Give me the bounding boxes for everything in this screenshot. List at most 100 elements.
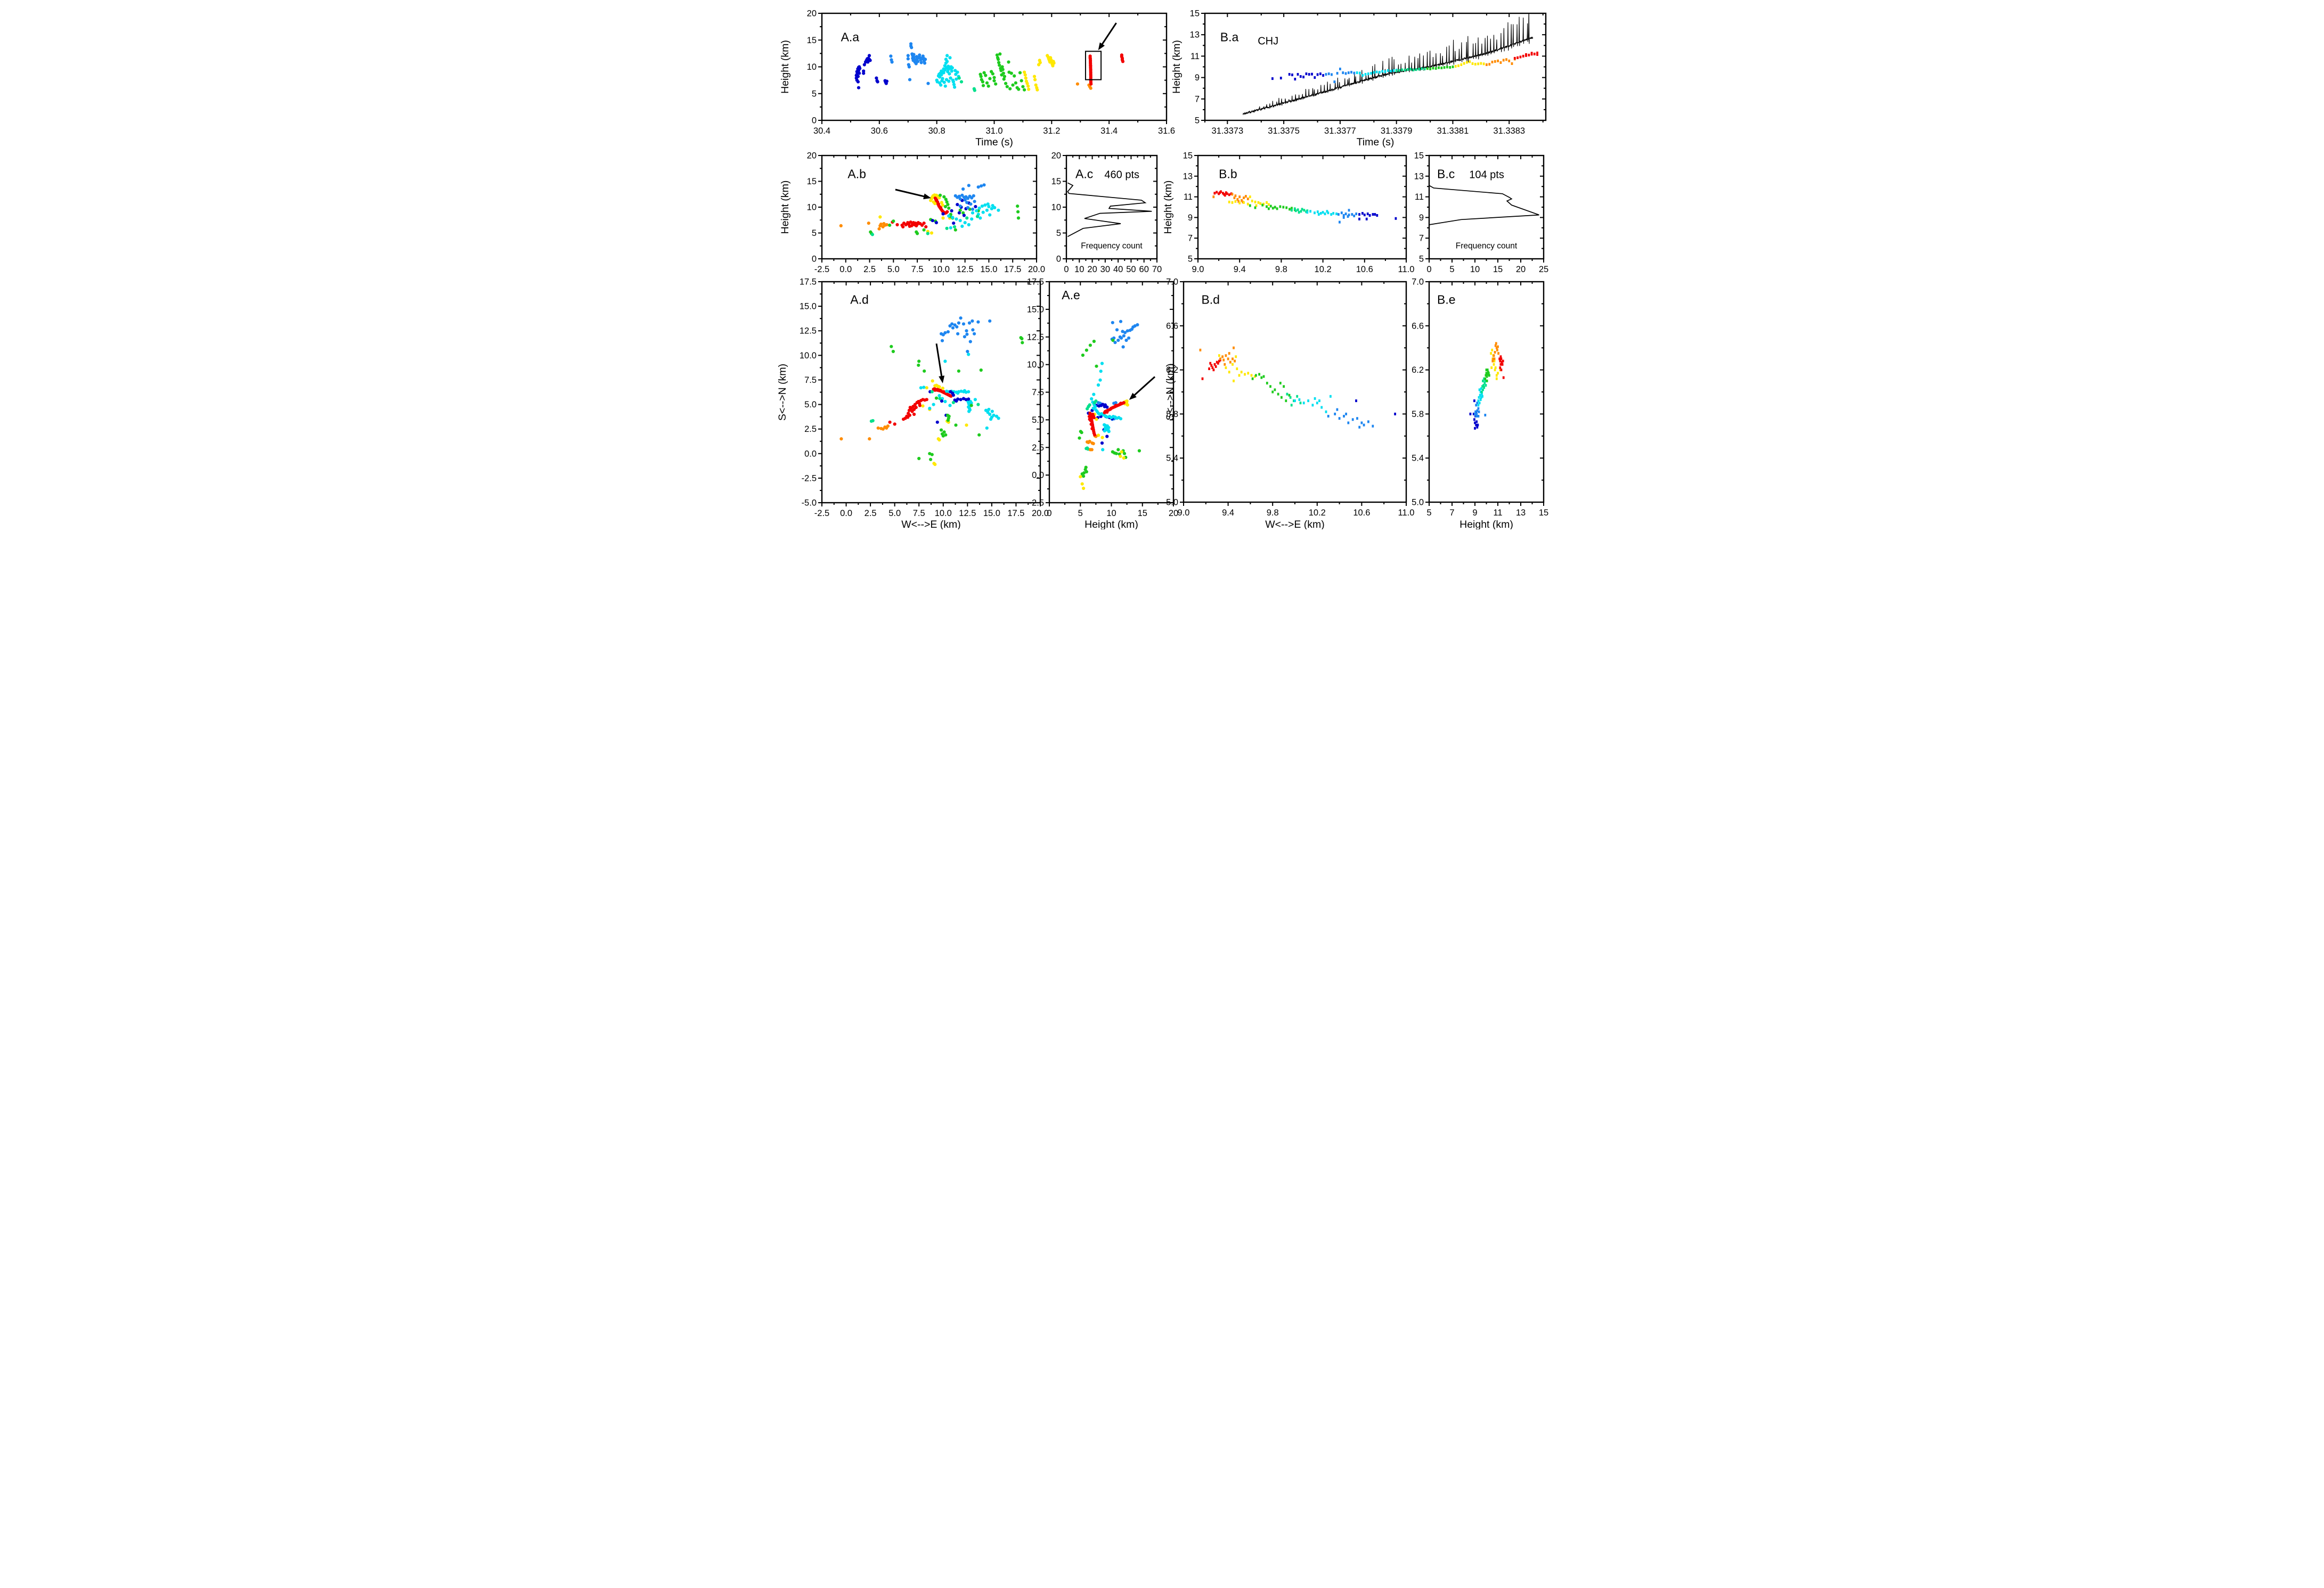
panel-A.a: 30.4 30.6 30.8 31.0 31.2 31.4 31.6 0 5 10 15 20 A.a T… [779,9,1175,149]
scatter-points [839,183,1020,236]
y-tick-label: 11 [1414,192,1423,202]
x-axis-title: W<-->E (km) [1265,519,1325,529]
panel-label: A.a [841,30,859,44]
y-tick-label: -2.5 [1029,498,1043,508]
x-tick-label: 7 [1449,508,1454,518]
plot-area-B.c [1429,185,1539,225]
y-tick-label: 10 [1051,203,1061,212]
plot-area-B.b [1212,190,1397,224]
x-tick-label: 0 [1047,509,1051,518]
y-tick-label: 13 [1414,171,1423,181]
y-tick-label: 20 [806,151,816,161]
plot-area-A.b [839,183,1020,236]
y-tick-label: 6.2 [1412,365,1424,375]
x-tick-label: 10.2 [1314,265,1331,274]
x-tick-label: 10.0 [934,509,951,518]
panel-A.d: -2.5 0.0 2.5 5.0 7.5 10.0 12.5 15.0 17.5 20.0 -5.0… [777,277,1049,531]
x-tick-label: 31.2 [1043,126,1060,136]
frequency-profile [1066,182,1152,238]
panel-sublabel: 460 pts [1104,169,1139,181]
y-tick-label: 7 [1194,94,1199,104]
y-tick-label: 5 [1194,116,1199,126]
plot-area-A.d [839,316,1024,466]
x-tick-label: 31.3373 [1211,126,1243,136]
scatter-points [1199,346,1396,429]
x-tick-label: 20.0 [1028,265,1045,274]
x-tick-label: 30.6 [870,126,887,136]
y-axis-title: S<-->N (km) [777,364,788,421]
x-tick-label: 30.4 [813,126,830,136]
plot-frame [821,12,1167,121]
x-tick-label: -2.5 [814,265,829,274]
x-axis-title: Time (s) [1356,136,1394,148]
scatter-points [1271,51,1538,84]
pointer-arrow [895,189,927,198]
panel-B.a: 31.3373 31.3375 31.3377 31.3379 31.3381 31.33… [1171,9,1546,148]
x-tick-label: 2.5 [864,509,876,518]
y-tick-label: 0 [1056,255,1061,264]
y-tick-label: 15 [1183,151,1192,161]
y-tick-label: 9 [1187,213,1192,223]
y-tick-label: 0.0 [1032,471,1044,480]
plot-frame [1048,281,1174,504]
y-tick-label: 11 [1190,52,1199,61]
x-tick-label: 9.0 [1177,508,1189,518]
y-tick-label: 10 [806,203,816,212]
y-tick-label: 0.0 [804,449,817,459]
scatter-points [854,42,1124,92]
y-tick-label: 12.5 [799,326,816,336]
y-tick-label: 15.0 [1026,305,1043,314]
x-tick-label: 5.0 [887,265,899,274]
x-tick-label: 15.0 [980,265,997,274]
x-tick-label: 9.8 [1266,508,1278,518]
y-tick-label: 5.4 [1166,454,1178,463]
y-tick-label: -2.5 [801,473,816,483]
y-tick-label: 7.0 [1166,277,1178,287]
x-tick-label: 0.0 [839,265,852,274]
panel-label: A.d [850,293,869,307]
x-tick-label: 15 [1137,509,1147,518]
figure-canvas: 30.4 30.6 30.8 31.0 31.2 31.4 31.6 0 5 10 15 20 A.a T… [774,0,1550,531]
x-axis-title: Height (km) [1459,519,1513,529]
pointer-arrowhead [923,193,931,200]
panel-B.d: 9.0 9.4 9.8 10.2 10.6 11.0 5.0 5.4 5.8 6.2 6.6 7.0 B… [1164,277,1414,531]
panel-label: B.b [1219,167,1237,181]
x-tick-label: 60 [1139,265,1148,274]
scatter-points [1077,320,1141,490]
y-tick-label: 5.0 [1412,498,1424,507]
pointer-arrow [1131,376,1155,398]
y-tick-label: 5 [1187,255,1192,264]
panel-label: B.c [1437,167,1455,181]
y-tick-label: 5.0 [804,400,817,410]
x-tick-label: 17.5 [1007,509,1024,518]
scatter-points [839,316,1024,466]
x-tick-label: 5 [1426,508,1431,518]
x-tick-label: 10 [1470,265,1479,274]
plot-area-B.a [1242,13,1538,116]
x-tick-label: 9 [1472,508,1477,518]
panel-label: A.c [1075,167,1093,181]
x-tick-label: 13 [1515,508,1525,518]
scatter-points [1469,342,1505,430]
plot-area-B.d [1199,346,1396,429]
x-tick-label: 10 [1074,265,1084,274]
inner-axis-label: Frequency count [1455,242,1517,251]
y-tick-label: 15 [1189,9,1199,19]
y-tick-label: 10.0 [1026,360,1043,370]
x-tick-label: 70 [1152,265,1161,274]
y-tick-label: 10 [806,62,816,72]
pointer-arrowhead [938,375,944,383]
panel-sublabel: 104 pts [1469,169,1504,181]
plot-frame [1428,281,1544,503]
plot-area-B.e [1469,342,1505,430]
y-tick-label: 6.6 [1412,321,1424,331]
panel-A.e: 0 5 10 15 20 -2.5 0.0 2.5 5.0 7.5 10.0 12.5 15.0 17.5… [1026,277,1178,531]
y-tick-label: 2.5 [804,424,817,434]
pointer-arrowhead [1129,392,1137,400]
y-tick-label: 6.2 [1166,365,1178,375]
x-tick-label: 9.8 [1275,265,1287,274]
y-tick-label: 7.5 [804,375,817,385]
y-tick-label: -5.0 [801,498,816,508]
y-tick-label: 20 [1051,151,1061,161]
y-axis-title: Height (km) [1171,40,1183,94]
